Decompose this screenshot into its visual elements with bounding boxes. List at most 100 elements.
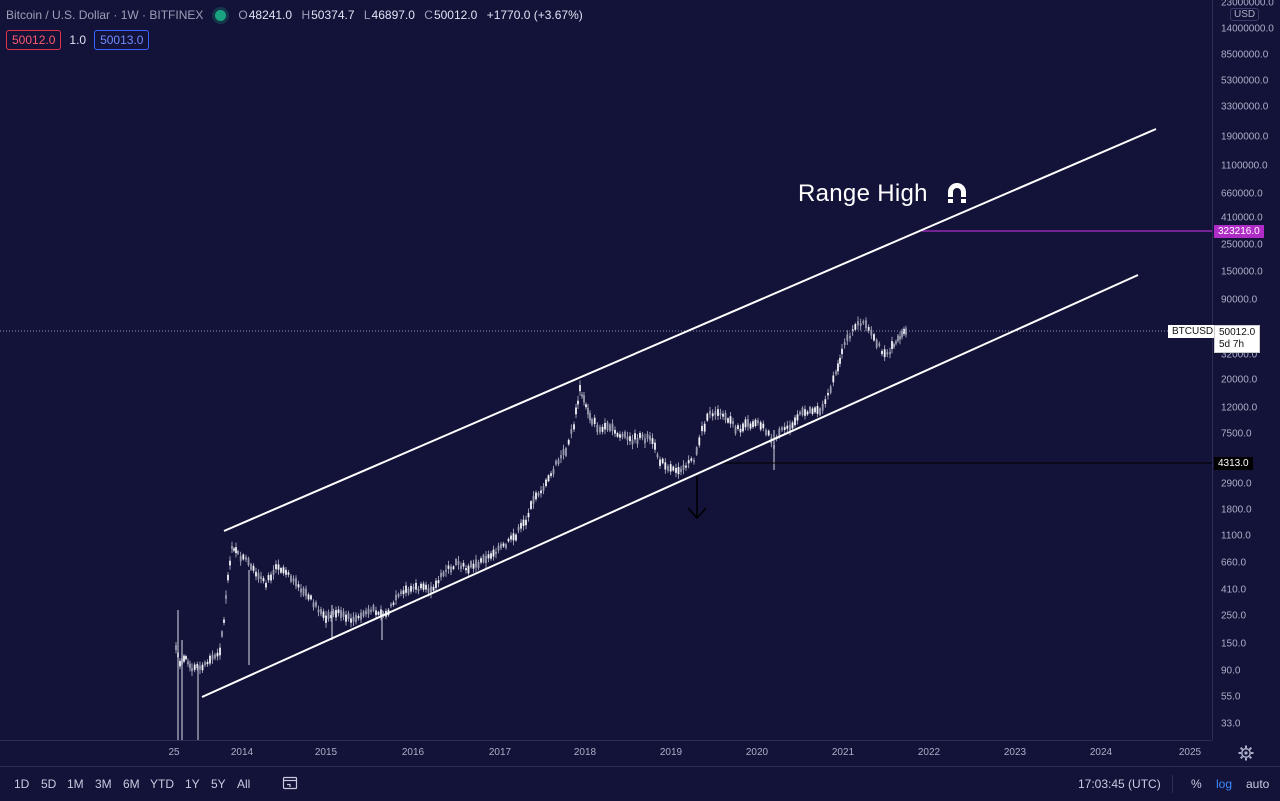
buy-button[interactable]: 50013.0: [94, 30, 150, 50]
candle-body: [525, 519, 527, 526]
magnet-icon[interactable]: [944, 180, 970, 206]
candle-body: [465, 568, 467, 571]
range-all-button[interactable]: All: [237, 777, 251, 791]
candle-body: [624, 431, 626, 438]
price-tick-label: 1100.0: [1221, 530, 1251, 542]
candle-body: [897, 335, 899, 342]
range-5y-button[interactable]: 5Y: [211, 777, 226, 791]
candle-body: [392, 602, 395, 605]
candle-body: [527, 512, 530, 518]
range-5d-button[interactable]: 5D: [41, 777, 57, 791]
candle-body: [550, 473, 552, 476]
price-axis[interactable]: USD 23000000.0 14000000.0 8500000.0 5300000…: [1212, 0, 1280, 740]
range-6m-button[interactable]: 6M: [123, 777, 140, 791]
auto-scale-toggle[interactable]: auto: [1246, 777, 1270, 791]
price-tick-label: 1100000.0: [1221, 160, 1268, 172]
candle-body: [722, 413, 724, 417]
candle-body: [881, 351, 883, 355]
candle-body: [680, 468, 682, 473]
candle-body: [706, 413, 709, 421]
candle-body: [589, 413, 591, 421]
chart-area[interactable]: [0, 0, 1212, 740]
candle-body: [729, 416, 732, 424]
candle-body: [621, 433, 624, 438]
channel-upper-line[interactable]: [223, 128, 1157, 532]
candle-body: [641, 434, 644, 438]
candle-body: [442, 571, 445, 576]
time-tick-label: 2017: [488, 747, 512, 758]
candle-body: [781, 427, 783, 431]
price-chart[interactable]: [0, 0, 1212, 740]
support-price-tag: 4313.0: [1214, 457, 1253, 470]
range-1m-button[interactable]: 1M: [67, 777, 84, 791]
candle-body: [614, 429, 616, 434]
candle-body: [744, 419, 747, 428]
percent-scale-toggle[interactable]: %: [1191, 777, 1202, 791]
candle-body: [204, 662, 206, 666]
candle-body: [265, 582, 267, 588]
candle-body: [397, 594, 400, 597]
sell-button[interactable]: 50012.0: [6, 30, 62, 50]
range-1d-button[interactable]: 1D: [14, 777, 30, 791]
candle-body: [593, 417, 596, 424]
candle-body: [560, 455, 562, 459]
symbol-tag: BTCUSD: [1168, 325, 1218, 338]
gear-icon[interactable]: [1238, 745, 1254, 761]
candle-body: [717, 409, 719, 416]
candle-body: [485, 556, 487, 564]
candle-body: [870, 329, 873, 336]
candle-body: [502, 543, 505, 547]
candle-body: [719, 412, 722, 416]
candle-body: [651, 438, 654, 444]
range-high-annotation[interactable]: Range High: [798, 180, 928, 207]
candle-body: [693, 460, 695, 463]
channel-lower-line[interactable]: [201, 274, 1139, 698]
candle-body: [839, 357, 841, 364]
candle-body: [270, 574, 272, 581]
time-tick-label: 2020: [745, 747, 769, 758]
price-tick-label: 2900.0: [1221, 478, 1252, 490]
candle-body: [233, 548, 235, 551]
go-to-date-icon[interactable]: [282, 775, 298, 791]
utc-clock[interactable]: 17:03:45 (UTC): [1078, 777, 1161, 791]
bottom-toolbar: 1D 5D 1M 3M 6M YTD 1Y 5Y All 17:03:45 (U…: [0, 766, 1280, 801]
candle-body: [322, 611, 325, 618]
time-tick-label: 2025: [1178, 747, 1202, 758]
candle-body: [575, 407, 577, 415]
candle-body: [370, 609, 372, 612]
candle-body: [749, 423, 752, 429]
candle-body: [535, 492, 537, 500]
candle-body: [357, 615, 360, 619]
candle-body: [867, 327, 870, 331]
close-value: 50012.0: [433, 8, 478, 22]
candle-body: [175, 645, 177, 651]
candle-body: [362, 611, 365, 617]
price-tick-label: 7500.0: [1221, 428, 1252, 440]
candle-body: [806, 411, 809, 415]
range-ytd-button[interactable]: YTD: [150, 777, 174, 791]
symbol-title[interactable]: Bitcoin / U.S. Dollar · 1W · BITFINEX: [6, 8, 204, 22]
currency-selector[interactable]: USD: [1230, 8, 1260, 21]
candle-body: [225, 595, 227, 599]
time-tick-label: 2021: [831, 747, 855, 758]
candle-body: [537, 493, 540, 496]
log-scale-toggle[interactable]: log: [1216, 777, 1233, 791]
time-axis[interactable]: 25 2014 2015 2016 2017 2018 2019 2020 2021 2022 20…: [0, 740, 1212, 767]
range-3m-button[interactable]: 3M: [95, 777, 112, 791]
candle-body: [257, 573, 260, 580]
candle-body: [878, 343, 881, 346]
candle-body: [585, 404, 587, 408]
price-tick-label: 660000.0: [1221, 188, 1263, 200]
candle-body: [437, 580, 440, 584]
candle-body: [634, 433, 636, 440]
candle-body: [495, 551, 497, 555]
candle-body: [629, 436, 631, 442]
range-1y-button[interactable]: 1Y: [185, 777, 200, 791]
bar-countdown: 5d 7h: [1219, 339, 1245, 350]
candle-body: [816, 406, 819, 414]
down-arrow-icon[interactable]: [687, 476, 707, 520]
candle-body: [547, 475, 550, 482]
candle-body: [801, 407, 804, 416]
candle-body: [470, 561, 472, 568]
candle-body: [791, 422, 794, 429]
